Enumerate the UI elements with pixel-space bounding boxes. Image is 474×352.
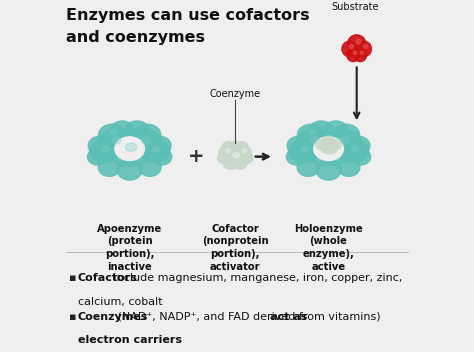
Ellipse shape <box>356 39 361 44</box>
Text: Cofactor
(nonprotein
portion),
activator: Cofactor (nonprotein portion), activator <box>202 224 269 272</box>
Ellipse shape <box>310 121 333 139</box>
Ellipse shape <box>153 146 160 152</box>
Ellipse shape <box>347 49 359 62</box>
Text: Apoenzyme
(protein
portion),
inactive: Apoenzyme (protein portion), inactive <box>97 224 162 272</box>
Ellipse shape <box>223 148 247 165</box>
Ellipse shape <box>88 136 112 155</box>
Ellipse shape <box>223 157 238 169</box>
Ellipse shape <box>90 140 119 162</box>
Ellipse shape <box>289 140 318 162</box>
Ellipse shape <box>328 139 341 151</box>
Text: include magnesium, manganese, iron, copper, zinc,: include magnesium, manganese, iron, copp… <box>110 273 402 283</box>
Text: Substrate: Substrate <box>331 2 379 12</box>
Ellipse shape <box>339 140 368 162</box>
Ellipse shape <box>98 158 120 176</box>
Ellipse shape <box>364 44 368 49</box>
Ellipse shape <box>134 124 161 145</box>
Text: Coenzymes: Coenzymes <box>78 312 148 321</box>
Ellipse shape <box>107 133 153 166</box>
Ellipse shape <box>287 136 311 155</box>
Ellipse shape <box>320 140 338 154</box>
Ellipse shape <box>316 159 341 180</box>
Ellipse shape <box>349 44 354 49</box>
Ellipse shape <box>126 143 137 151</box>
Ellipse shape <box>88 149 107 165</box>
Text: (NAD⁺, NADP⁺, and FAD derived from vitamins): (NAD⁺, NADP⁺, and FAD derived from vitam… <box>114 312 384 321</box>
Ellipse shape <box>125 121 149 139</box>
Ellipse shape <box>324 143 336 151</box>
Ellipse shape <box>298 124 324 145</box>
Ellipse shape <box>218 153 229 163</box>
Ellipse shape <box>286 149 306 165</box>
Ellipse shape <box>97 130 133 156</box>
Ellipse shape <box>297 158 319 176</box>
Ellipse shape <box>353 51 356 55</box>
Text: Cofactors: Cofactors <box>78 273 138 283</box>
Ellipse shape <box>338 158 360 176</box>
Ellipse shape <box>324 121 348 139</box>
Ellipse shape <box>153 149 172 165</box>
Text: Enzymes can use cofactors: Enzymes can use cofactors <box>66 8 310 23</box>
Ellipse shape <box>233 152 240 158</box>
Ellipse shape <box>241 153 253 163</box>
Ellipse shape <box>112 137 121 144</box>
Text: and coenzymes: and coenzymes <box>66 30 205 45</box>
Ellipse shape <box>117 159 142 180</box>
Ellipse shape <box>346 136 370 155</box>
Ellipse shape <box>141 137 150 144</box>
Ellipse shape <box>235 145 252 159</box>
Ellipse shape <box>232 157 247 169</box>
Ellipse shape <box>326 130 361 156</box>
Ellipse shape <box>219 145 235 159</box>
Ellipse shape <box>110 130 117 135</box>
Text: +: + <box>188 147 205 166</box>
Ellipse shape <box>301 146 309 152</box>
Ellipse shape <box>140 140 170 162</box>
Ellipse shape <box>236 142 248 151</box>
Ellipse shape <box>228 142 242 152</box>
Ellipse shape <box>356 41 372 57</box>
Ellipse shape <box>242 149 247 153</box>
Ellipse shape <box>351 149 371 165</box>
Ellipse shape <box>223 142 235 151</box>
Text: ▪: ▪ <box>69 273 76 283</box>
Ellipse shape <box>347 35 366 53</box>
Text: Holoenzyme
(whole
enzyme),
active: Holoenzyme (whole enzyme), active <box>294 224 363 272</box>
Ellipse shape <box>360 51 364 55</box>
Ellipse shape <box>333 124 360 145</box>
Text: ▪: ▪ <box>69 312 76 321</box>
Ellipse shape <box>306 133 351 166</box>
Ellipse shape <box>147 136 171 155</box>
Ellipse shape <box>351 146 359 152</box>
Ellipse shape <box>226 149 231 153</box>
Ellipse shape <box>296 130 331 156</box>
Ellipse shape <box>127 130 162 156</box>
Text: act as: act as <box>271 312 308 321</box>
Ellipse shape <box>311 137 319 144</box>
Ellipse shape <box>102 146 109 152</box>
Ellipse shape <box>309 130 316 135</box>
Text: Coenzyme: Coenzyme <box>210 89 261 99</box>
Text: electron carriers: electron carriers <box>78 335 182 345</box>
Ellipse shape <box>99 124 125 145</box>
Ellipse shape <box>340 137 349 144</box>
Ellipse shape <box>314 137 343 161</box>
Text: calcium, cobalt: calcium, cobalt <box>78 297 163 307</box>
Ellipse shape <box>342 41 357 57</box>
Ellipse shape <box>316 139 329 151</box>
Ellipse shape <box>354 49 366 62</box>
Ellipse shape <box>323 136 334 145</box>
Ellipse shape <box>115 137 145 161</box>
Ellipse shape <box>110 121 134 139</box>
Ellipse shape <box>139 158 161 176</box>
